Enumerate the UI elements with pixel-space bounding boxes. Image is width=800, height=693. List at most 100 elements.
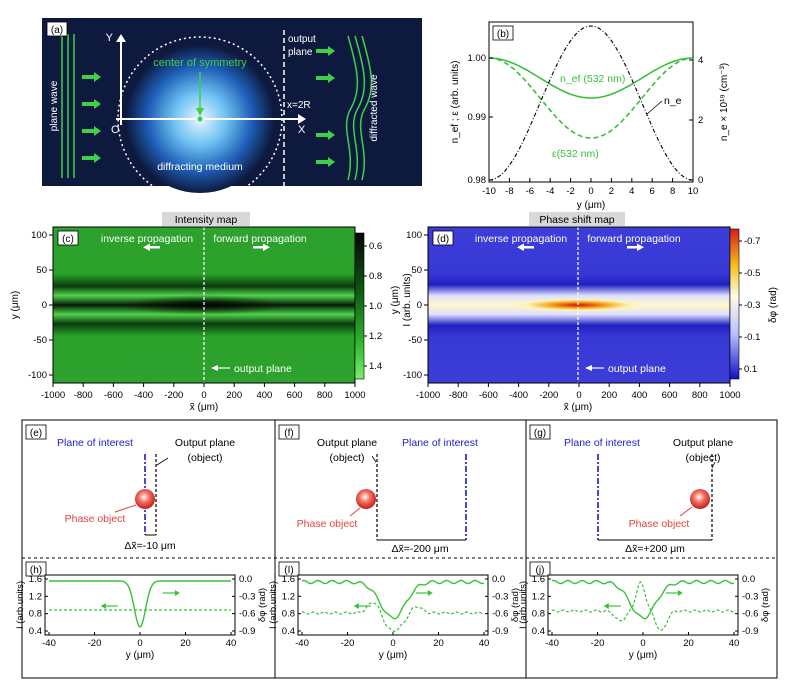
g-output-plane-label-1: Output plane: [673, 437, 733, 449]
panel-d-label: (d): [437, 234, 449, 245]
plot-c-xlabel: x̃ (μm): [190, 402, 219, 413]
e-output-pointer: [156, 457, 169, 466]
c-output-plane-label: output plane: [234, 363, 292, 375]
c-x-tick-label: 600: [287, 390, 303, 401]
arrows-left: [82, 72, 101, 163]
f-output-pointer: [371, 455, 377, 463]
plot-i-y-tick-label: 1.6: [282, 574, 295, 585]
c-x-tick-label: 800: [317, 390, 333, 401]
plot-j-x-tick-label: -40: [545, 638, 559, 649]
plot-d-ylabel: y (μm): [390, 286, 401, 315]
b-x-tick-label: 0: [588, 186, 593, 197]
panel-e: (e) Plane of interest Output plane (obje…: [25, 424, 235, 552]
plot-h-y-tick-label: 1.6: [29, 574, 42, 585]
diffracted-wave-line: [359, 35, 373, 181]
plot-j-xlabel: y (μm): [629, 650, 658, 661]
plot-b-x-ticks: -10 -8 -6 -4 -2 0 2 4 6 8 10: [482, 178, 698, 197]
panel-d: Phase shift map inverse propagation forw…: [390, 212, 779, 413]
plot-h-frame: [44, 574, 236, 636]
d-forward-arrow-icon: [627, 246, 637, 249]
plot-j-x-tick-label: 0: [640, 638, 645, 649]
plot-i-phase-curve: [301, 579, 485, 620]
e-phase-object-label: Phase object: [65, 513, 126, 525]
panel-d-title-box: [529, 212, 625, 226]
d-y-tick-label: -100: [403, 370, 422, 381]
panel-e-label: (e): [30, 428, 42, 439]
g-plane-interest-label: Plane of interest: [564, 437, 640, 449]
diffracted-wave-line: [345, 35, 359, 181]
d-inverse-label: inverse propagation: [475, 233, 567, 245]
plot-h-x-tick-label: 20: [180, 638, 191, 649]
panel-f-tag: [278, 424, 300, 440]
plot-c-ylabel: y (μm): [10, 291, 21, 320]
e-delta-label: Δx̃=-10 μm: [124, 540, 176, 552]
d-cbar-tick-label: -0.5: [744, 268, 760, 279]
f-phase-object-label: Phase object: [297, 518, 358, 530]
c-cbar-tick-label: 1.2: [369, 331, 382, 342]
c-y-tick-label: -100: [28, 370, 47, 381]
d-x-tick-label: 800: [692, 390, 708, 401]
plot-i-x-tick-label: 40: [479, 638, 490, 649]
panel-g: (g) Plane of interest Output plane (obje…: [529, 424, 733, 555]
plot-j-y-tick-label: 1.2: [532, 591, 545, 602]
plot-b-frame: [488, 21, 694, 183]
plot-c-y-ticks: 100 50 0 -50 -100: [28, 230, 53, 381]
c-inverse-label: inverse propagation: [101, 233, 193, 245]
g-phase-object-label: Phase object: [629, 518, 690, 530]
diffracted-wave-label: diffracted wave: [369, 74, 380, 142]
e-phase-object: [135, 489, 155, 509]
d-y-tick-label: -50: [408, 335, 422, 346]
panel-c: Intensity map inverse propagation forwar…: [10, 212, 382, 413]
c-x-tick-label: 1000: [344, 390, 365, 401]
plot-h-y-tick-label-right: -0.6: [239, 609, 255, 620]
c-y-tick-label: 0: [42, 300, 47, 311]
d-x-tick-label: -1000: [416, 390, 440, 401]
panel-a-tag: [46, 21, 68, 37]
e-output-plane-label-1: Output plane: [175, 437, 235, 449]
plot-h-ylabel-left: I (arb.units): [15, 581, 26, 629]
plot-b-curves: [488, 25, 694, 181]
c-cbar-tick-label: 0.6: [369, 241, 382, 252]
plot-i-left-arrow-icon: [353, 603, 359, 609]
d-output-pointer-arrow-icon: [585, 365, 592, 371]
y-axis-arrow-icon: [116, 34, 126, 42]
b-x-tick-label: 2: [609, 186, 614, 197]
c-cbar-tick-label: 1.4: [369, 361, 382, 372]
plot-j-y-tick-label: 1.6: [532, 574, 545, 585]
plot-i-ylabel-right: δφ (rad): [510, 588, 521, 622]
c-x-tick-label: -1000: [41, 390, 65, 401]
plot-i-x-tick-label: 0: [390, 638, 395, 649]
d-cbar-tick-label: -0.3: [744, 300, 760, 311]
plot-i-y-tick-label: 0.4: [282, 626, 295, 637]
plot-h-left-arrow-icon: [100, 603, 106, 609]
c-y-tick-label: -50: [33, 335, 47, 346]
d-x-tick-label: -200: [539, 390, 558, 401]
plot-i-right-arrow-icon: [427, 590, 433, 596]
d-x-tick-label: -800: [449, 390, 468, 401]
plot-h-phase-curve: [49, 580, 231, 628]
f-phase-pointer: [349, 507, 361, 517]
plot-j-right-arrow-icon: [677, 590, 683, 596]
panel-b: (b) -10 -8 -6 -4 -2 0 2 4 6 8 10 0.980.991.00 024 …: [450, 21, 730, 211]
plot-i-y-tick-label-right: -0.6: [492, 609, 508, 620]
output-plane-label-1: output: [288, 34, 316, 45]
panel-f: (f) Output plane (object) Plane of inter…: [278, 424, 478, 555]
f-plane-interest-label: Plane of interest: [402, 437, 478, 449]
c-forward-arrow-icon: [253, 246, 263, 249]
panel-i-tag: [278, 561, 300, 577]
b-x-tick-label: 8: [670, 186, 675, 197]
b-x-tick-label: -8: [505, 186, 513, 197]
panel-h-tag: [25, 561, 47, 577]
plot-h-y-tick-label-right: -0.3: [239, 591, 255, 602]
f-output-plane-label-1: Output plane: [317, 437, 377, 449]
e-output-plane-label-2: (object): [187, 452, 222, 464]
plot-h-y-tick-label: 0.4: [29, 626, 42, 637]
plot-j-y-tick-label-right: -0.3: [742, 591, 758, 602]
plot-j-frame: [547, 574, 739, 636]
d-x-tick-label: 400: [631, 390, 647, 401]
plane-wave-label: plane wave: [49, 80, 60, 131]
panel-d-title: Phase shift map: [539, 214, 614, 226]
d-cbar-tick-label: -0.7: [744, 236, 760, 247]
d-output-plane-label: output plane: [608, 363, 666, 375]
plot-i-frame: [297, 574, 489, 636]
